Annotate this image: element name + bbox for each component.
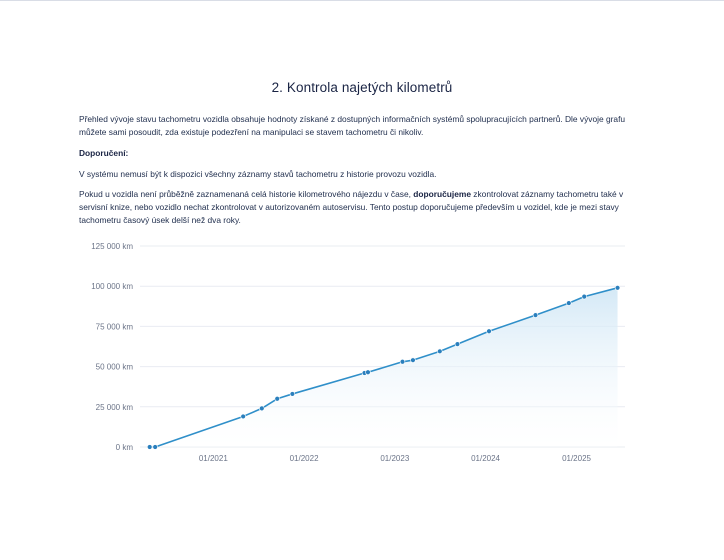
recommendation-label: Doporučení: xyxy=(79,148,129,158)
x-tick-label: 01/2025 xyxy=(562,454,591,463)
mileage-point xyxy=(566,300,572,306)
advice-text-part1: Pokud u vozidla není průběžně zaznamenan… xyxy=(79,189,414,199)
mileage-point xyxy=(365,369,371,375)
records-note-paragraph: V systému nemusí být k dispozici všechny… xyxy=(79,169,437,179)
y-tick-label: 125 000 km xyxy=(91,242,133,251)
mileage-point xyxy=(289,391,296,397)
mileage-point xyxy=(399,359,406,365)
odometer-chart-svg: 0 km 25 000 km 50 000 km 75 000 km 100 000 k… xyxy=(91,242,625,463)
advice-bold-text: doporučujeme xyxy=(413,189,471,199)
x-tick-label: 01/2021 xyxy=(199,454,228,463)
odometer-chart: 0 km 25 000 km 50 000 km 75 000 km 100 000 k… xyxy=(0,236,724,472)
intro-paragraph: Přehled vývoje stavu tachometru vozidla … xyxy=(79,114,626,137)
advice-text-part2: zkontrolovat záznamy tachometru také v s… xyxy=(79,189,624,225)
page-top-border xyxy=(0,0,724,1)
x-tick-label: 01/2022 xyxy=(290,454,319,463)
x-tick-label: 01/2023 xyxy=(380,454,409,463)
mileage-point xyxy=(581,293,587,300)
mileage-point xyxy=(614,285,621,291)
x-tick-label: 01/2024 xyxy=(471,454,500,463)
y-tick-label: 0 km xyxy=(116,443,134,452)
mileage-point xyxy=(259,405,265,412)
mileage-point xyxy=(486,328,492,334)
mileage-point xyxy=(410,357,416,363)
mileage-point xyxy=(532,312,539,318)
y-tick-label: 75 000 km xyxy=(96,322,134,331)
mileage-point xyxy=(152,444,158,450)
mileage-point xyxy=(240,413,246,420)
y-tick-label: 50 000 km xyxy=(96,363,134,372)
section-title: 2. Kontrola najetých kilometrů xyxy=(271,80,453,95)
mileage-point xyxy=(274,396,280,402)
mileage-point xyxy=(146,444,153,450)
y-tick-label: 100 000 km xyxy=(91,282,133,291)
mileage-point xyxy=(437,348,443,355)
y-tick-label: 25 000 km xyxy=(96,403,134,412)
mileage-point xyxy=(454,341,461,347)
advice-paragraph: Pokud u vozidla není průběžně zaznamenan… xyxy=(79,188,647,227)
